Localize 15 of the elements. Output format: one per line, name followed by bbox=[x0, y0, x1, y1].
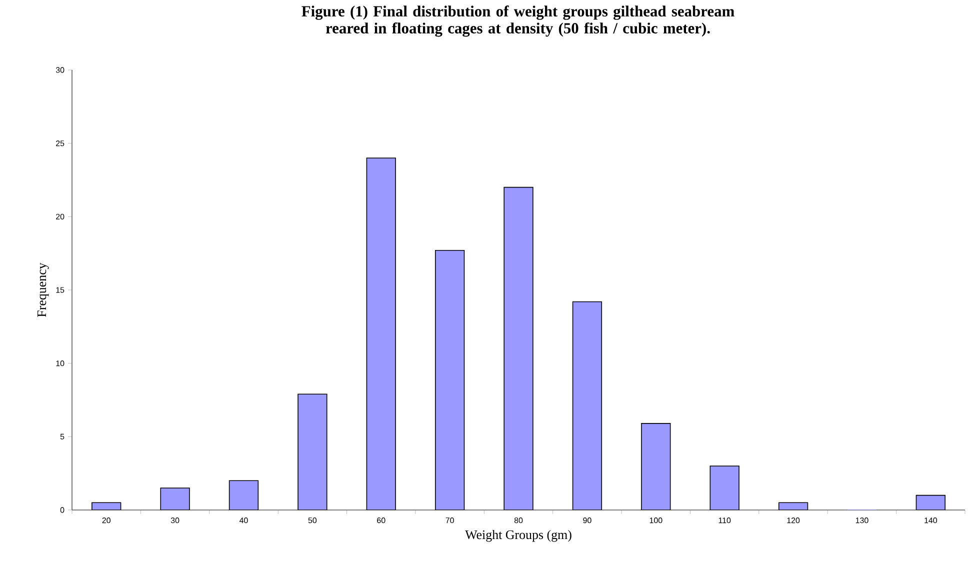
bar bbox=[641, 423, 671, 510]
bar bbox=[366, 158, 396, 510]
bar bbox=[92, 502, 122, 510]
bar bbox=[778, 502, 808, 510]
bar bbox=[572, 301, 602, 510]
bar bbox=[710, 466, 740, 510]
bar bbox=[504, 186, 534, 510]
bar bbox=[434, 250, 465, 510]
bar bbox=[916, 494, 946, 510]
bar bbox=[228, 480, 259, 510]
bar bbox=[298, 394, 328, 510]
bar bbox=[160, 488, 190, 510]
y-axis-title: Frequency bbox=[38, 262, 49, 317]
x-axis-title: Weight Groups (gm) bbox=[465, 530, 572, 542]
chart-title: Figure (1) Final distribution of weight groups gilthead seabream reared in floating cages at density (50 fish / cubic meter). bbox=[302, 6, 734, 37]
